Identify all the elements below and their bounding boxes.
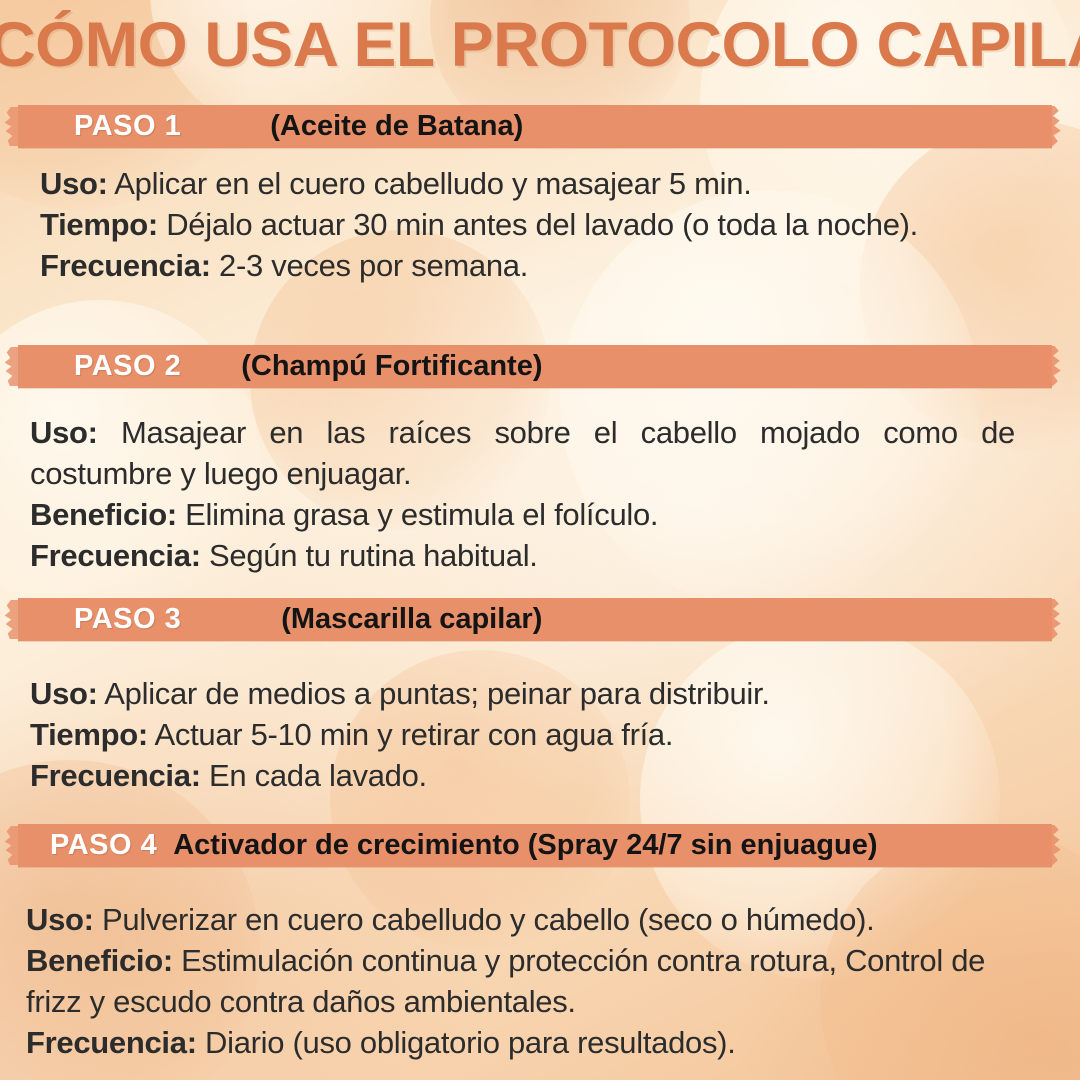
step-2-line-1-lead: Uso: (30, 415, 98, 450)
step-4-line-2-text: Estimulación continua y protección contr… (26, 943, 986, 1019)
step-2-line-3-text: Según tu rutina habitual. (200, 538, 538, 573)
step-4-line-1-text: Pulverizar en cuero cabelludo y cabello … (93, 902, 875, 937)
step-2-line-3: Frecuencia: Según tu rutina habitual. (30, 535, 1015, 576)
step-2-line-2-lead: Beneficio: (30, 497, 177, 532)
step-1-product-label: (Aceite de Batana) (270, 110, 524, 142)
step-4-line-1: Uso: Pulverizar en cuero cabelludo y cab… (26, 899, 1036, 940)
step-1-line-1: Uso: Aplicar en el cuero cabelludo y mas… (40, 163, 1025, 204)
step-3-line-3-text: En cada lavado. (200, 758, 427, 793)
step-1-line-2-text: Déjalo actuar 30 min antes del lavado (o… (157, 207, 918, 242)
step-2-body: Uso: Masajear en las raíces sobre el cab… (30, 412, 1015, 576)
step-2-number-label: PASO 2 (74, 350, 182, 382)
step-1-line-2: Tiempo: Déjalo actuar 30 min antes del l… (40, 204, 1025, 245)
step-3-line-3-lead: Frecuencia: (30, 758, 201, 793)
step-1-line-3-lead: Frecuencia: (40, 248, 211, 283)
step-banner-3: PASO 3 (Mascarilla capilar) (18, 598, 1052, 641)
step-1-body: Uso: Aplicar en el cuero cabelludo y mas… (40, 163, 1025, 286)
step-1-line-2-lead: Tiempo: (40, 207, 158, 242)
step-banner-4-content: PASO 4 Activador de crecimiento (Spray 2… (18, 824, 1052, 867)
step-2-line-2: Beneficio: Elimina grasa y estimula el f… (30, 494, 1015, 535)
step-1-line-1-text: Aplicar en el cuero cabelludo y masajear… (107, 166, 752, 201)
page-title: CÓMO USA EL PROTOCOLO CAPILAR (0, 10, 1080, 80)
step-1-line-1-lead: Uso: (40, 166, 108, 201)
step-3-line-2-lead: Tiempo: (30, 717, 148, 752)
step-4-line-2-lead: Beneficio: (26, 943, 173, 978)
step-banner-1: PASO 1 (Aceite de Batana) (18, 105, 1052, 148)
step-2-line-1-text: Masajear en las raíces sobre el cabello … (30, 415, 1015, 491)
step-banner-2-content: PASO 2 (Champú Fortificante) (18, 345, 1052, 388)
step-4-line-3-text: Diario (uso obligatorio para resultados)… (196, 1025, 736, 1060)
step-2-line-2-text: Elimina grasa y estimula el folículo. (176, 497, 659, 532)
step-3-line-1-lead: Uso: (30, 676, 98, 711)
step-4-body: Uso: Pulverizar en cuero cabelludo y cab… (26, 899, 1036, 1063)
step-1-line-3-text: 2-3 veces por semana. (210, 248, 529, 283)
step-2-product-label: (Champú Fortificante) (241, 350, 543, 382)
step-3-number-label: PASO 3 (74, 603, 182, 635)
step-4-number-label: PASO 4 (50, 829, 158, 861)
step-3-line-2-text: Actuar 5-10 min y retirar con agua fría. (147, 717, 674, 752)
step-2-line-3-lead: Frecuencia: (30, 538, 201, 573)
step-3-product-label: (Mascarilla capilar) (281, 603, 543, 635)
step-2-line-1: Uso: Masajear en las raíces sobre el cab… (30, 412, 1015, 494)
step-banner-4: PASO 4 Activador de crecimiento (Spray 2… (18, 824, 1052, 867)
step-3-line-1: Uso: Aplicar de medios a puntas; peinar … (30, 673, 1015, 714)
step-3-body: Uso: Aplicar de medios a puntas; peinar … (30, 673, 1015, 796)
step-4-product-label: Activador de crecimiento (Spray 24/7 sin… (173, 829, 878, 861)
step-3-line-1-text: Aplicar de medios a puntas; peinar para … (97, 676, 770, 711)
step-banner-2: PASO 2 (Champú Fortificante) (18, 345, 1052, 388)
step-3-line-3: Frecuencia: En cada lavado. (30, 755, 1015, 796)
step-banner-1-content: PASO 1 (Aceite de Batana) (18, 105, 1052, 148)
step-4-line-3: Frecuencia: Diario (uso obligatorio para… (26, 1022, 1036, 1063)
step-3-line-2: Tiempo: Actuar 5-10 min y retirar con ag… (30, 714, 1015, 755)
step-banner-3-content: PASO 3 (Mascarilla capilar) (18, 598, 1052, 641)
step-1-line-3: Frecuencia: 2-3 veces por semana. (40, 245, 1025, 286)
step-1-number-label: PASO 1 (74, 110, 182, 142)
step-4-line-1-lead: Uso: (26, 902, 94, 937)
step-4-line-2: Beneficio: Estimulación continua y prote… (26, 940, 1036, 1022)
step-4-line-3-lead: Frecuencia: (26, 1025, 197, 1060)
